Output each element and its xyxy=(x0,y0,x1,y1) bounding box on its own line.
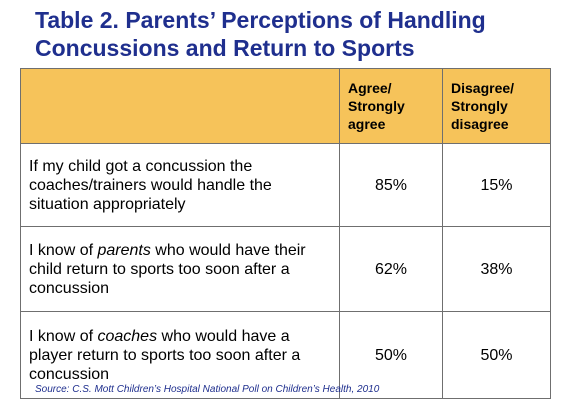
page-title: Table 2. Parents’ Perceptions of Handlin… xyxy=(35,6,570,62)
statement-text: If my child got a concussion the coaches… xyxy=(29,157,272,213)
statement-text-pre: I know of xyxy=(29,241,98,259)
statement-text-pre: I know of xyxy=(29,327,98,345)
header-disagree: Disagree/ Strongly disagree xyxy=(442,68,551,144)
title-line-2: Concussions and Return to Sports xyxy=(35,35,415,61)
perceptions-table: Agree/ Strongly agree Disagree/ Strongly… xyxy=(20,68,551,399)
disagree-value: 15% xyxy=(442,143,551,227)
table-header-row: Agree/ Strongly agree Disagree/ Strongly… xyxy=(20,68,551,144)
header-agree: Agree/ Strongly agree xyxy=(339,68,443,144)
table-row: I know of parents who would have their c… xyxy=(20,226,551,312)
statement-cell: If my child got a concussion the coaches… xyxy=(20,143,340,227)
statement-text-post: who would have a player return to sports… xyxy=(29,327,301,383)
agree-value: 85% xyxy=(339,143,443,227)
statement-text-post: who would have their child return to spo… xyxy=(29,241,306,297)
disagree-value: 50% xyxy=(442,311,551,399)
header-agree-line3: agree xyxy=(348,116,386,132)
header-agree-line1: Agree/ xyxy=(348,80,392,96)
header-agree-line2: Strongly xyxy=(348,98,405,114)
disagree-value: 38% xyxy=(442,226,551,312)
table-row: I know of coaches who would have a playe… xyxy=(20,311,551,399)
agree-value: 50% xyxy=(339,311,443,399)
title-line-1: Table 2. Parents’ Perceptions of Handlin… xyxy=(35,7,486,33)
source-citation: Source: C.S. Mott Children’s Hospital Na… xyxy=(35,384,380,395)
table-row: If my child got a concussion the coaches… xyxy=(20,143,551,227)
agree-value: 62% xyxy=(339,226,443,312)
statement-text-emphasis: coaches xyxy=(97,327,158,345)
header-disagree-line1: Disagree/ xyxy=(451,80,515,96)
header-disagree-line2: Strongly xyxy=(451,98,508,114)
header-disagree-line3: disagree xyxy=(451,116,509,132)
statement-text-emphasis: parents xyxy=(97,241,151,259)
statement-cell: I know of coaches who would have a playe… xyxy=(20,311,340,399)
statement-cell: I know of parents who would have their c… xyxy=(20,226,340,312)
header-empty-cell xyxy=(20,68,340,144)
